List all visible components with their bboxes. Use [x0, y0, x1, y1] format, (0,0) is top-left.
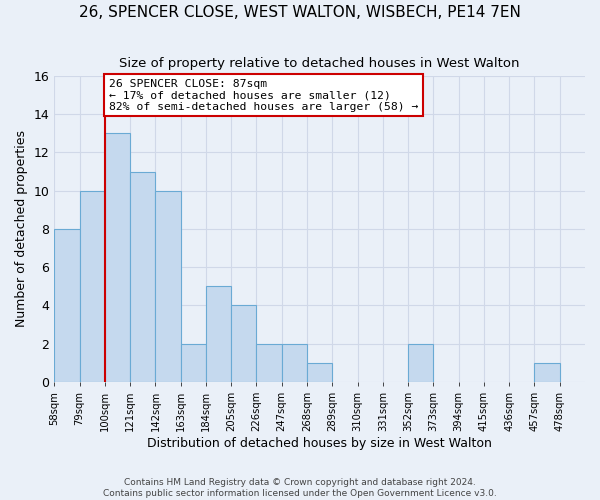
Bar	[535, 363, 560, 382]
X-axis label: Distribution of detached houses by size in West Walton: Distribution of detached houses by size …	[147, 437, 492, 450]
Bar	[231, 306, 256, 382]
Bar	[130, 172, 155, 382]
Bar	[408, 344, 433, 382]
Bar	[282, 344, 307, 382]
Bar	[155, 190, 181, 382]
Bar	[307, 363, 332, 382]
Text: 26 SPENCER CLOSE: 87sqm
← 17% of detached houses are smaller (12)
82% of semi-de: 26 SPENCER CLOSE: 87sqm ← 17% of detache…	[109, 78, 418, 112]
Bar	[80, 190, 105, 382]
Bar	[181, 344, 206, 382]
Bar	[54, 229, 80, 382]
Bar	[256, 344, 282, 382]
Title: Size of property relative to detached houses in West Walton: Size of property relative to detached ho…	[119, 58, 520, 70]
Text: Contains HM Land Registry data © Crown copyright and database right 2024.
Contai: Contains HM Land Registry data © Crown c…	[103, 478, 497, 498]
Y-axis label: Number of detached properties: Number of detached properties	[15, 130, 28, 328]
Bar	[206, 286, 231, 382]
Text: 26, SPENCER CLOSE, WEST WALTON, WISBECH, PE14 7EN: 26, SPENCER CLOSE, WEST WALTON, WISBECH,…	[79, 5, 521, 20]
Bar	[105, 133, 130, 382]
